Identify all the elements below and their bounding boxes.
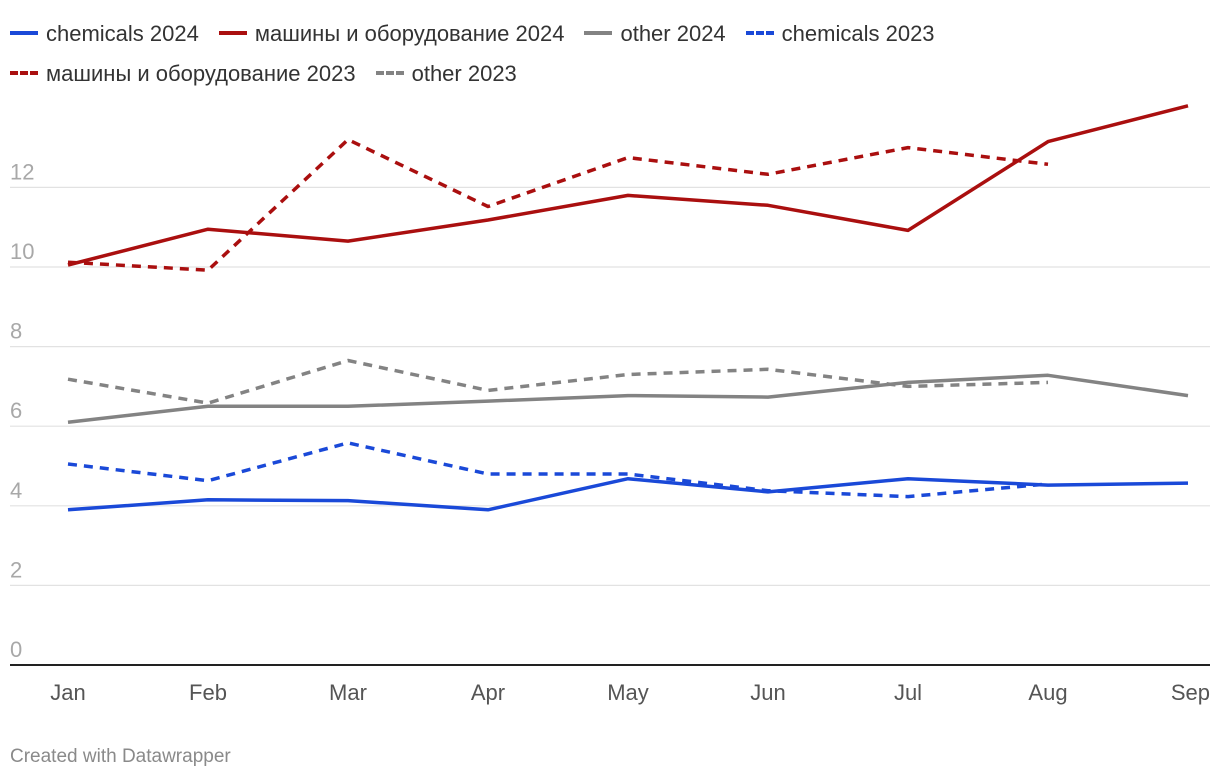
legend-swatch: [745, 31, 774, 36]
legend-label: chemicals 2023: [781, 21, 935, 46]
series-line: [67, 137, 1049, 272]
grid-lines: [10, 186, 1210, 587]
legend-item: chemicals 2023: [745, 14, 935, 54]
series-line: [67, 358, 1049, 405]
y-tick-label: 6: [10, 398, 22, 423]
legend-label: other 2023: [411, 61, 517, 86]
y-tick-label: 12: [10, 159, 34, 184]
x-tick-label: Jun: [750, 680, 785, 705]
y-axis-ticks: 0 2 4 6 8 10 12: [10, 159, 34, 662]
series-line: [67, 441, 1049, 499]
legend-label: chemicals 2024: [46, 21, 199, 46]
legend-item: other 2024: [584, 14, 726, 54]
series-lines: [67, 104, 1189, 512]
legend-swatch: [10, 71, 38, 76]
x-tick-label: Mar: [329, 680, 367, 705]
credit-text: Created with Datawrapper: [10, 746, 231, 767]
legend-swatch: [10, 31, 38, 36]
series-line: [67, 104, 1189, 267]
series-line: [67, 476, 1189, 512]
legend-item: other 2023: [375, 54, 517, 94]
x-axis-ticks: Jan Feb Mar Apr May Jun Jul Aug Sep: [50, 680, 1210, 705]
legend-swatch: [375, 71, 404, 76]
legend-label: other 2024: [620, 21, 726, 46]
series-line: [67, 373, 1189, 424]
legend-label: машины и оборудование 2024: [254, 21, 565, 46]
x-tick-label: Aug: [1028, 680, 1067, 705]
legend-swatch: [584, 31, 613, 36]
x-tick-label: Jul: [894, 680, 922, 705]
x-tick-label: Jan: [50, 680, 85, 705]
y-tick-label: 10: [10, 239, 34, 264]
x-tick-label: May: [607, 680, 649, 705]
chart-legend: chemicals 2024 машины и оборудование 2024…: [10, 14, 1210, 94]
x-tick-label: Apr: [471, 680, 505, 705]
legend-item: машины и оборудование 2023: [10, 54, 356, 94]
x-tick-label: Sep: [1171, 680, 1210, 705]
legend-item: машины и оборудование 2024: [218, 14, 565, 54]
legend-item: chemicals 2024: [10, 14, 199, 54]
y-tick-label: 4: [10, 478, 22, 503]
y-tick-label: 0: [10, 637, 22, 662]
y-tick-label: 8: [10, 319, 22, 344]
legend-label: машины и оборудование 2023: [46, 61, 356, 86]
x-tick-label: Feb: [189, 680, 227, 705]
legend-swatch: [218, 31, 247, 36]
y-tick-label: 2: [10, 557, 22, 582]
